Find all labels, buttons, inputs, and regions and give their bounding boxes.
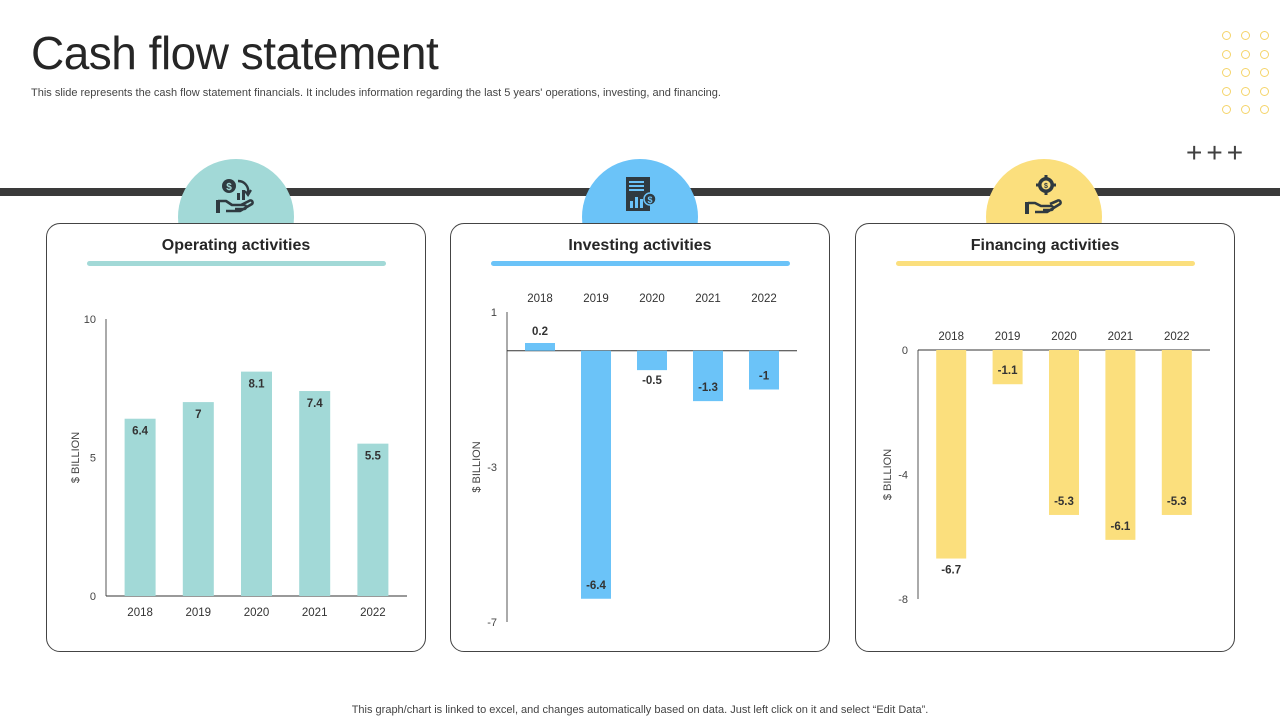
data-label: -6.4 <box>586 580 606 592</box>
data-label: -1.3 <box>698 382 718 394</box>
x-tick-label: 2021 <box>695 293 721 305</box>
x-tick-label: 2021 <box>302 607 328 619</box>
data-label: 8.1 <box>249 379 266 391</box>
page-subtitle: This slide represents the cash flow stat… <box>31 87 721 99</box>
investing-accent-bar <box>491 261 790 266</box>
svg-text:$: $ <box>226 182 232 193</box>
financing-card-title: Financing activities <box>970 237 1120 254</box>
x-tick-label: 2018 <box>527 293 553 305</box>
data-label: -0.5 <box>642 375 662 387</box>
decorative-dot <box>1260 49 1269 59</box>
financing-accent-bar <box>896 261 1195 266</box>
decorative-dot-grid <box>1222 31 1278 119</box>
investing-card-title: Investing activities <box>568 237 712 254</box>
data-label: 6.4 <box>132 426 149 438</box>
x-tick-label: 2020 <box>244 607 270 619</box>
decorative-dot <box>1260 105 1269 114</box>
decorative-dot <box>1241 49 1250 59</box>
operating-card-title: Operating activities <box>161 237 311 254</box>
bar <box>992 350 1023 385</box>
data-label: 7.4 <box>307 398 324 410</box>
x-tick-label: 2020 <box>639 293 665 305</box>
financial-report-icon: $ <box>626 177 657 211</box>
data-label: 0.2 <box>532 326 548 338</box>
data-label: 7 <box>195 409 201 421</box>
investing-card[interactable]: Investing activities -7 -3 1 $ BILLION 0.2 20… <box>450 223 830 652</box>
decorative-dot <box>1241 105 1250 114</box>
y-tick-label: -8 <box>898 594 908 606</box>
x-tick-label: 2022 <box>1164 331 1190 343</box>
decorative-dot <box>1222 68 1231 77</box>
y-tick-label: 10 <box>84 314 96 326</box>
y-tick-label: 0 <box>90 591 96 603</box>
x-tick-label: 2019 <box>995 331 1021 343</box>
bar <box>241 371 272 596</box>
x-tick-label: 2018 <box>938 331 964 343</box>
y-tick-label: -7 <box>487 617 497 629</box>
operating-card[interactable]: Operating activities 0 5 10 $ BILLION 6.4 201… <box>46 223 426 652</box>
decorative-dot <box>1222 31 1231 40</box>
operating-chart[interactable]: 0 5 10 $ BILLION 6.4 2018 7 2019 8.1 2020 7.4 2021 5… <box>47 224 427 653</box>
decorative-dot <box>1260 68 1269 77</box>
bar <box>1049 350 1079 515</box>
x-tick-label: 2019 <box>186 607 212 619</box>
decorative-dot <box>1241 68 1250 77</box>
y-tick-label: -3 <box>487 462 497 474</box>
data-label: -1.1 <box>998 365 1018 377</box>
bar <box>936 350 967 559</box>
data-label: -6.7 <box>941 565 961 577</box>
data-label: -5.3 <box>1167 496 1187 508</box>
decorative-dot <box>1241 31 1250 40</box>
data-label: 5.5 <box>365 451 382 463</box>
y-tick-label: 1 <box>491 307 497 319</box>
money-cycle-hand-icon: $ <box>216 179 254 213</box>
x-tick-label: 2020 <box>1051 331 1077 343</box>
decorative-dot <box>1260 86 1269 96</box>
footer-note: This graph/chart is linked to excel, and… <box>351 704 929 716</box>
y-tick-label: -4 <box>898 470 908 482</box>
bar <box>299 391 331 596</box>
bar <box>525 343 555 351</box>
svg-text:$: $ <box>1044 183 1048 190</box>
bar <box>749 350 779 390</box>
x-tick-label: 2021 <box>1108 331 1134 343</box>
x-tick-label: 2022 <box>751 293 777 305</box>
y-axis-label: $ BILLION <box>471 441 483 492</box>
data-label: -1 <box>759 371 770 383</box>
investing-chart[interactable]: -7 -3 1 $ BILLION 0.2 2018 -6.4 2019 -0.5 2020 -1.… <box>451 224 831 653</box>
y-axis-label: $ BILLION <box>70 432 82 483</box>
x-tick-label: 2018 <box>127 607 153 619</box>
bar <box>182 402 214 596</box>
bar <box>124 418 156 596</box>
operating-accent-bar <box>87 261 386 266</box>
bar <box>357 443 389 596</box>
financing-card[interactable]: Financing activities -8 -4 0 $ BILLION -6.7 2… <box>855 223 1235 652</box>
bar <box>1105 350 1136 540</box>
bar <box>693 350 723 402</box>
x-tick-label: 2019 <box>583 293 609 305</box>
y-tick-label: 0 <box>902 345 908 357</box>
gear-dollar-hand-icon: $ <box>1025 175 1062 214</box>
decorative-dot <box>1241 86 1250 96</box>
data-label: -5.3 <box>1054 496 1074 508</box>
x-tick-label: 2022 <box>360 607 386 619</box>
bar <box>1161 350 1192 515</box>
bar <box>637 350 667 371</box>
data-label: -6.1 <box>1110 521 1130 533</box>
page-title: Cash flow statement <box>31 27 439 79</box>
bar <box>581 350 611 599</box>
y-axis-label: $ BILLION <box>882 449 894 500</box>
decorative-dot <box>1260 31 1269 40</box>
svg-text:$: $ <box>647 195 652 205</box>
decorative-plus-signs: +++ <box>1186 137 1248 168</box>
y-tick-label: 5 <box>90 453 96 465</box>
decorative-dot <box>1222 49 1231 59</box>
decorative-dot <box>1222 86 1231 96</box>
financing-chart[interactable]: -8 -4 0 $ BILLION -6.7 2018 -1.1 2019 -5.3 2020 -6… <box>856 224 1236 653</box>
decorative-dot <box>1222 105 1231 114</box>
